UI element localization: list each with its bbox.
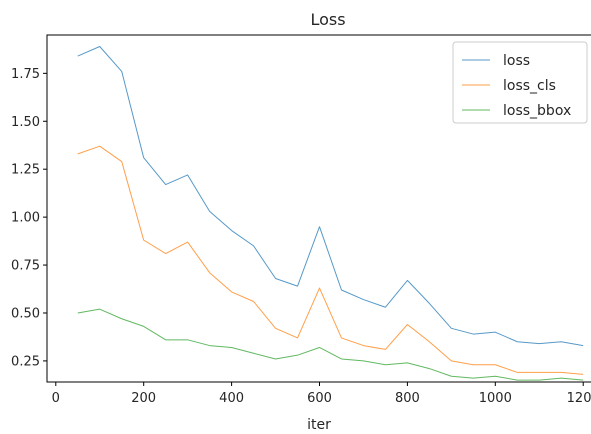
legend-label-loss-bbox: loss_bbox xyxy=(503,103,571,119)
y-axis: 0.25 0.50 0.75 1.00 1.25 1.50 1.75 xyxy=(11,67,47,369)
legend-label-loss: loss xyxy=(503,53,530,69)
y-tick-label: 0.25 xyxy=(11,354,40,369)
y-tick-label: 1.25 xyxy=(11,163,40,178)
series-layer xyxy=(77,46,584,381)
series-line-loss xyxy=(77,46,584,347)
legend-label-loss-cls: loss_cls xyxy=(503,78,556,94)
x-tick-label: 600 xyxy=(307,391,332,406)
y-tick-label: 1.00 xyxy=(11,211,40,226)
legend-box xyxy=(452,41,588,124)
series-line-loss-cls xyxy=(77,145,584,375)
x-tick-label: 400 xyxy=(219,391,244,406)
y-tick-label: 0.50 xyxy=(11,306,40,321)
y-tick-label: 1.75 xyxy=(11,67,40,82)
x-tick-label: 800 xyxy=(395,391,420,406)
x-tick-label: 200 xyxy=(131,391,156,406)
x-tick-label: 0 xyxy=(52,391,60,406)
x-tick-label: 1200 xyxy=(567,391,591,406)
chart-title: Loss xyxy=(310,10,345,29)
y-tick-label: 1.50 xyxy=(11,115,40,130)
series-line-loss-bbox xyxy=(77,308,584,381)
x-tick-label: 1000 xyxy=(479,391,512,406)
x-axis-label: iter xyxy=(307,417,331,430)
x-axis: 0 200 400 600 800 1000 1200 xyxy=(52,382,591,406)
legend: loss loss_cls loss_bbox xyxy=(452,41,588,124)
y-tick-label: 0.75 xyxy=(11,259,40,274)
